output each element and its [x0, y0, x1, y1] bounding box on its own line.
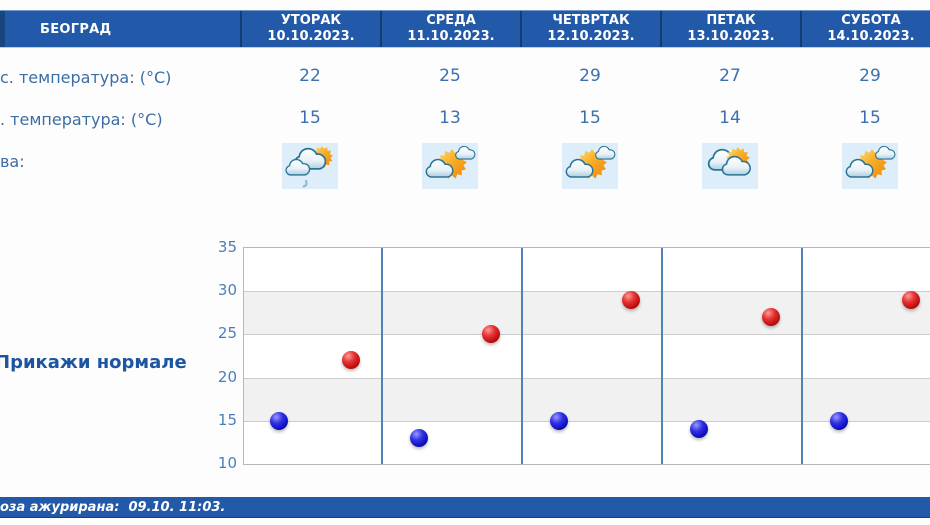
- sun-with-clouds-icon: [425, 145, 476, 179]
- sun-behind-clouds-light-rain-icon: [285, 146, 333, 188]
- chart-gridline: [244, 291, 930, 293]
- min-temp-value: 14: [719, 108, 741, 128]
- day-header: УТОРАК 10.10.2023.: [240, 11, 380, 47]
- sun-with-clouds-icon: [845, 145, 896, 179]
- day-name: УТОРАК: [280, 13, 342, 28]
- weather-icon-cell: [562, 143, 618, 189]
- location-name: БЕОГРАД: [40, 21, 112, 37]
- weather-icon-cell: [422, 143, 478, 189]
- day-date: 14.10.2023.: [827, 29, 915, 44]
- day-date: 13.10.2023.: [687, 29, 775, 44]
- y-axis-tick-label: 10: [217, 454, 237, 472]
- min-temp-point: [690, 420, 708, 439]
- day-headers: УТОРАК 10.10.2023. СРЕДА 11.10.2023. ЧЕТВРТА…: [240, 11, 930, 47]
- temperature-chart: [243, 247, 930, 465]
- day-name: ПЕТАК: [706, 13, 756, 28]
- show-normals-link[interactable]: Прикажи нормале: [0, 352, 187, 373]
- min-temp-value: 15: [579, 108, 601, 128]
- max-temp-value: 29: [859, 66, 881, 86]
- y-axis-tick-label: 25: [217, 324, 237, 343]
- header-left-edge: [0, 11, 5, 47]
- max-temp-point: [902, 290, 920, 309]
- day-separator-line: [381, 248, 383, 464]
- day-separator-line: [801, 248, 803, 464]
- day-date: 11.10.2023.: [407, 29, 495, 44]
- y-axis-tick-label: 30: [217, 281, 237, 300]
- forecast-table-header: БЕОГРАД УТОРАК 10.10.2023. СРЕДА 11.10.2023…: [0, 10, 930, 48]
- min-temp-point: [830, 411, 848, 430]
- sun-with-clouds-icon: [565, 145, 616, 179]
- day-separator-line: [521, 248, 523, 464]
- weather-icon-cell: [282, 143, 338, 189]
- day-date: 12.10.2023.: [547, 29, 635, 44]
- max-temp-point: [342, 351, 360, 370]
- day-header: СРЕДА 11.10.2023.: [380, 11, 520, 47]
- max-temp-label: с. температура: (°C): [0, 68, 172, 87]
- day-date: 10.10.2023.: [267, 29, 355, 44]
- weather-icon-cell: [842, 143, 898, 189]
- day-header: ПЕТАК 13.10.2023.: [660, 11, 800, 47]
- day-separator-line: [661, 248, 663, 464]
- max-temp-point: [482, 325, 500, 344]
- day-header: ЧЕТВРТАК 12.10.2023.: [520, 11, 660, 47]
- phenomena-label: ва:: [0, 152, 25, 171]
- min-temp-value: 15: [299, 108, 321, 128]
- y-axis-tick-label: 20: [217, 367, 237, 386]
- forecast-updated-text: оза ажурирана: 09.10. 11:03.: [0, 499, 226, 515]
- max-temp-point: [622, 290, 640, 309]
- footer-status-bar: оза ажурирана: 09.10. 11:03.: [0, 497, 930, 518]
- min-temp-point: [270, 411, 288, 430]
- min-temp-value: 13: [439, 108, 461, 128]
- max-temp-point: [762, 308, 780, 327]
- day-header: СУБОТА 14.10.2023.: [800, 11, 930, 47]
- day-name: ЧЕТВРТАК: [552, 13, 630, 28]
- chart-gridline: [244, 334, 930, 336]
- min-temp-point: [550, 411, 568, 430]
- max-temp-value: 29: [579, 66, 601, 86]
- max-temp-value: 27: [719, 66, 741, 86]
- min-temp-value: 15: [859, 108, 881, 128]
- chart-band: [244, 291, 930, 335]
- chart-band: [244, 377, 930, 421]
- max-temp-value: 22: [299, 66, 321, 86]
- day-name: СУБОТА: [841, 13, 901, 28]
- weather-icon-cell: [702, 143, 758, 189]
- day-name: СРЕДА: [426, 13, 476, 28]
- chart-gridline: [244, 377, 930, 379]
- min-temp-point: [410, 429, 428, 448]
- y-axis-tick-label: 35: [217, 238, 237, 256]
- y-axis-tick-label: 15: [217, 410, 237, 429]
- max-temp-value: 25: [439, 66, 461, 86]
- chart-gridline: [244, 420, 930, 422]
- min-temp-label: . температура: (°C): [0, 110, 163, 129]
- clouds-with-sun-icon: [707, 147, 751, 176]
